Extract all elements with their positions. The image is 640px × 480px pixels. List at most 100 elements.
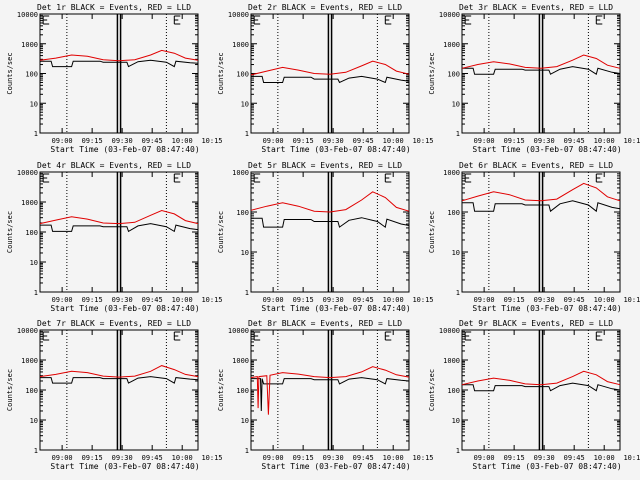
x-tick-label: 09:00 xyxy=(263,137,284,145)
y-tick-label: 100 xyxy=(236,209,249,217)
x-tick-label: 09:45 xyxy=(353,296,374,304)
y-tick-label: 1 xyxy=(456,447,460,455)
x-tick-label: 09:15 xyxy=(504,454,525,462)
y-tick-label: 1000 xyxy=(443,169,460,177)
y-axis-label: Counts/sec xyxy=(428,52,436,94)
x-tick-label: 10:00 xyxy=(172,454,193,462)
y-tick-label: 1000 xyxy=(21,357,38,365)
plot-frame xyxy=(39,13,199,134)
interval-marker xyxy=(464,331,472,341)
panel-title: Det 3r BLACK = Events, RED = LLD xyxy=(459,3,613,12)
y-tick-label: 1 xyxy=(245,289,249,297)
panel-title: Det 1r BLACK = Events, RED = LLD xyxy=(37,3,191,12)
panel-det-1: Det 1r BLACK = Events, RED = LLD Counts/s… xyxy=(6,3,223,154)
y-tick-label: 1 xyxy=(245,447,249,455)
interval-marker xyxy=(253,15,261,25)
series-events-line xyxy=(251,217,410,228)
y-tick-label: 1 xyxy=(34,130,38,138)
x-axis-label: Start Time (03-Feb-07 08:47:40) xyxy=(50,145,199,154)
x-tick-label: 09:30 xyxy=(323,296,344,304)
x-tick-label: 09:15 xyxy=(293,454,314,462)
interval-marker xyxy=(384,173,392,183)
panel-det-3: Det 3r BLACK = Events, RED = LLD Counts/s… xyxy=(428,3,640,154)
plot-frame xyxy=(250,329,410,451)
x-tick-label: 10:15 xyxy=(201,137,222,145)
x-axis-label: Start Time (03-Feb-07 08:47:40) xyxy=(472,462,621,471)
x-tick-label: 09:00 xyxy=(52,454,73,462)
x-tick-label: 09:30 xyxy=(534,454,555,462)
interval-marker xyxy=(173,15,181,25)
y-axis-label: Counts/sec xyxy=(217,211,225,253)
interval-marker xyxy=(173,331,181,341)
y-tick-label: 10 xyxy=(30,259,38,267)
panel-title: Det 8r BLACK = Events, RED = LLD xyxy=(248,319,402,328)
x-tick-label: 09:15 xyxy=(293,137,314,145)
interval-marker xyxy=(464,15,472,25)
interval-marker xyxy=(384,15,392,25)
x-tick-label: 09:15 xyxy=(504,296,525,304)
y-tick-label: 1 xyxy=(34,289,38,297)
plot-frame xyxy=(461,171,621,293)
x-axis-label: Start Time (03-Feb-07 08:47:40) xyxy=(261,145,410,154)
interval-marker xyxy=(384,331,392,341)
y-tick-label: 1 xyxy=(456,130,460,138)
y-tick-label: 10000 xyxy=(228,327,249,335)
y-tick-label: 100 xyxy=(25,71,38,79)
interval-marker xyxy=(173,173,181,183)
panel-title: Det 2r BLACK = Events, RED = LLD xyxy=(248,3,402,12)
panel-title: Det 5r BLACK = Events, RED = LLD xyxy=(248,161,402,170)
y-tick-label: 10000 xyxy=(17,169,38,177)
plot-frame xyxy=(39,171,199,293)
x-tick-label: 09:30 xyxy=(323,137,344,145)
x-tick-label: 10:15 xyxy=(412,137,433,145)
x-tick-label: 09:45 xyxy=(564,454,585,462)
panel-det-8: Det 8r BLACK = Events, RED = LLD Counts/s… xyxy=(217,319,434,471)
series-lld-line xyxy=(461,182,621,202)
y-tick-label: 10 xyxy=(452,417,460,425)
x-tick-label: 09:45 xyxy=(142,137,163,145)
x-tick-label: 09:45 xyxy=(353,454,374,462)
x-tick-label: 10:15 xyxy=(623,296,640,304)
panel-det-5: Det 5r BLACK = Events, RED = LLD Counts/s… xyxy=(217,161,434,313)
y-tick-label: 1000 xyxy=(21,41,38,49)
y-tick-label: 10000 xyxy=(17,11,38,19)
x-tick-label: 10:15 xyxy=(623,454,640,462)
x-axis-label: Start Time (03-Feb-07 08:47:40) xyxy=(50,304,199,313)
y-axis-label: Counts/sec xyxy=(428,369,436,411)
interval-marker xyxy=(253,331,261,341)
plot-frame xyxy=(250,171,410,293)
x-tick-label: 09:30 xyxy=(112,296,133,304)
plot-frame xyxy=(250,13,410,134)
y-tick-label: 10 xyxy=(241,100,249,108)
y-tick-label: 100 xyxy=(447,387,460,395)
x-axis-label: Start Time (03-Feb-07 08:47:40) xyxy=(50,462,199,471)
y-tick-label: 1000 xyxy=(443,41,460,49)
y-tick-label: 1000 xyxy=(21,199,38,207)
x-tick-label: 09:00 xyxy=(52,296,73,304)
x-tick-label: 10:00 xyxy=(172,296,193,304)
x-tick-label: 09:30 xyxy=(534,296,555,304)
x-tick-label: 09:45 xyxy=(564,296,585,304)
interval-marker xyxy=(42,331,50,341)
x-tick-label: 09:30 xyxy=(112,137,133,145)
y-tick-label: 10 xyxy=(241,249,249,257)
x-tick-label: 09:15 xyxy=(293,296,314,304)
y-tick-label: 10 xyxy=(452,100,460,108)
panel-det-7: Det 7r BLACK = Events, RED = LLD Counts/s… xyxy=(6,319,223,471)
interval-marker xyxy=(42,173,50,183)
series-lld-line xyxy=(461,370,621,386)
x-tick-label: 09:15 xyxy=(82,137,103,145)
y-tick-label: 1000 xyxy=(443,357,460,365)
x-tick-label: 10:15 xyxy=(412,454,433,462)
series-events-line xyxy=(40,223,199,233)
series-events-line xyxy=(251,377,410,412)
x-tick-label: 09:30 xyxy=(534,137,555,145)
series-events-line xyxy=(462,66,621,75)
series-lld-line xyxy=(39,49,199,62)
y-tick-label: 1 xyxy=(245,130,249,138)
panel-det-2: Det 2r BLACK = Events, RED = LLD Counts/s… xyxy=(217,3,434,154)
interval-marker xyxy=(595,173,603,183)
series-lld-line xyxy=(250,191,410,213)
series-lld-line xyxy=(39,365,199,378)
